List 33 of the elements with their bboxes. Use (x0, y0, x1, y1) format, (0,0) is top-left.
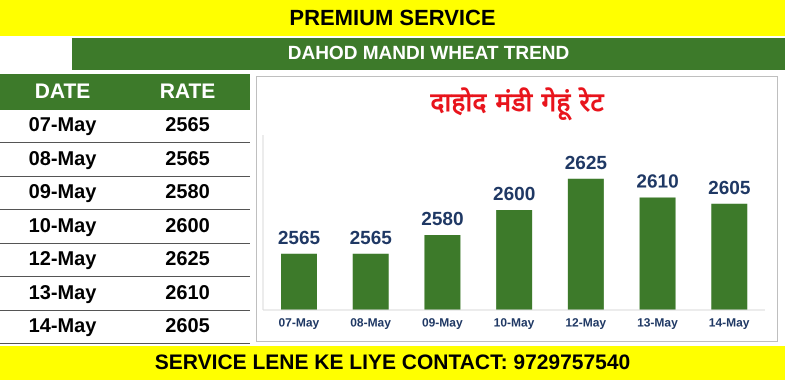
data-label: 2605 (164, 314, 211, 340)
data-label: 2625 (164, 247, 211, 272)
x-tick-label: 09-May (422, 316, 463, 330)
data-label: 2580 (421, 209, 464, 230)
chart-title: दाहोद मंडी गेहूं रेट (429, 86, 606, 119)
text: RATE (158, 78, 216, 105)
data-label: 2600 (164, 214, 211, 239)
data-label: 2565 (164, 113, 211, 138)
category-label: 13-May (28, 280, 98, 306)
category-label: 08-May (28, 146, 98, 172)
data-label: 2600 (493, 184, 536, 205)
data-label: 2580 (164, 180, 211, 206)
data-label: 2610 (164, 280, 211, 306)
category-label: 09-May (28, 180, 98, 206)
category-label: 10-May (28, 214, 98, 239)
data-label: 2605 (708, 178, 751, 199)
category-label: 07-May (28, 113, 98, 138)
x-tick-label: 13-May (637, 316, 678, 330)
data-label: 2610 (636, 172, 679, 192)
x-tick-label: 12-May (565, 316, 606, 330)
text: DATE (34, 78, 92, 105)
data-label: 2625 (564, 152, 608, 174)
chart-subtitle: DAHOD MANDI WHEAT TREND (72, 38, 785, 70)
data-label: 2565 (278, 228, 321, 249)
x-tick-label: 10-May (494, 316, 535, 330)
text: PREMIUM SERVICE (0, 0, 785, 36)
x-tick-label: 08-May (350, 316, 392, 330)
data-label: 2565 (164, 146, 211, 172)
data-label: 2565 (350, 228, 392, 249)
x-tick-label: 07-May (278, 316, 320, 330)
text: SERVICE LENE KE LIYE CONTACT: 9729757540 (0, 346, 785, 380)
category-label: 12-May (28, 247, 98, 272)
x-tick-label: 14-May (708, 316, 750, 330)
